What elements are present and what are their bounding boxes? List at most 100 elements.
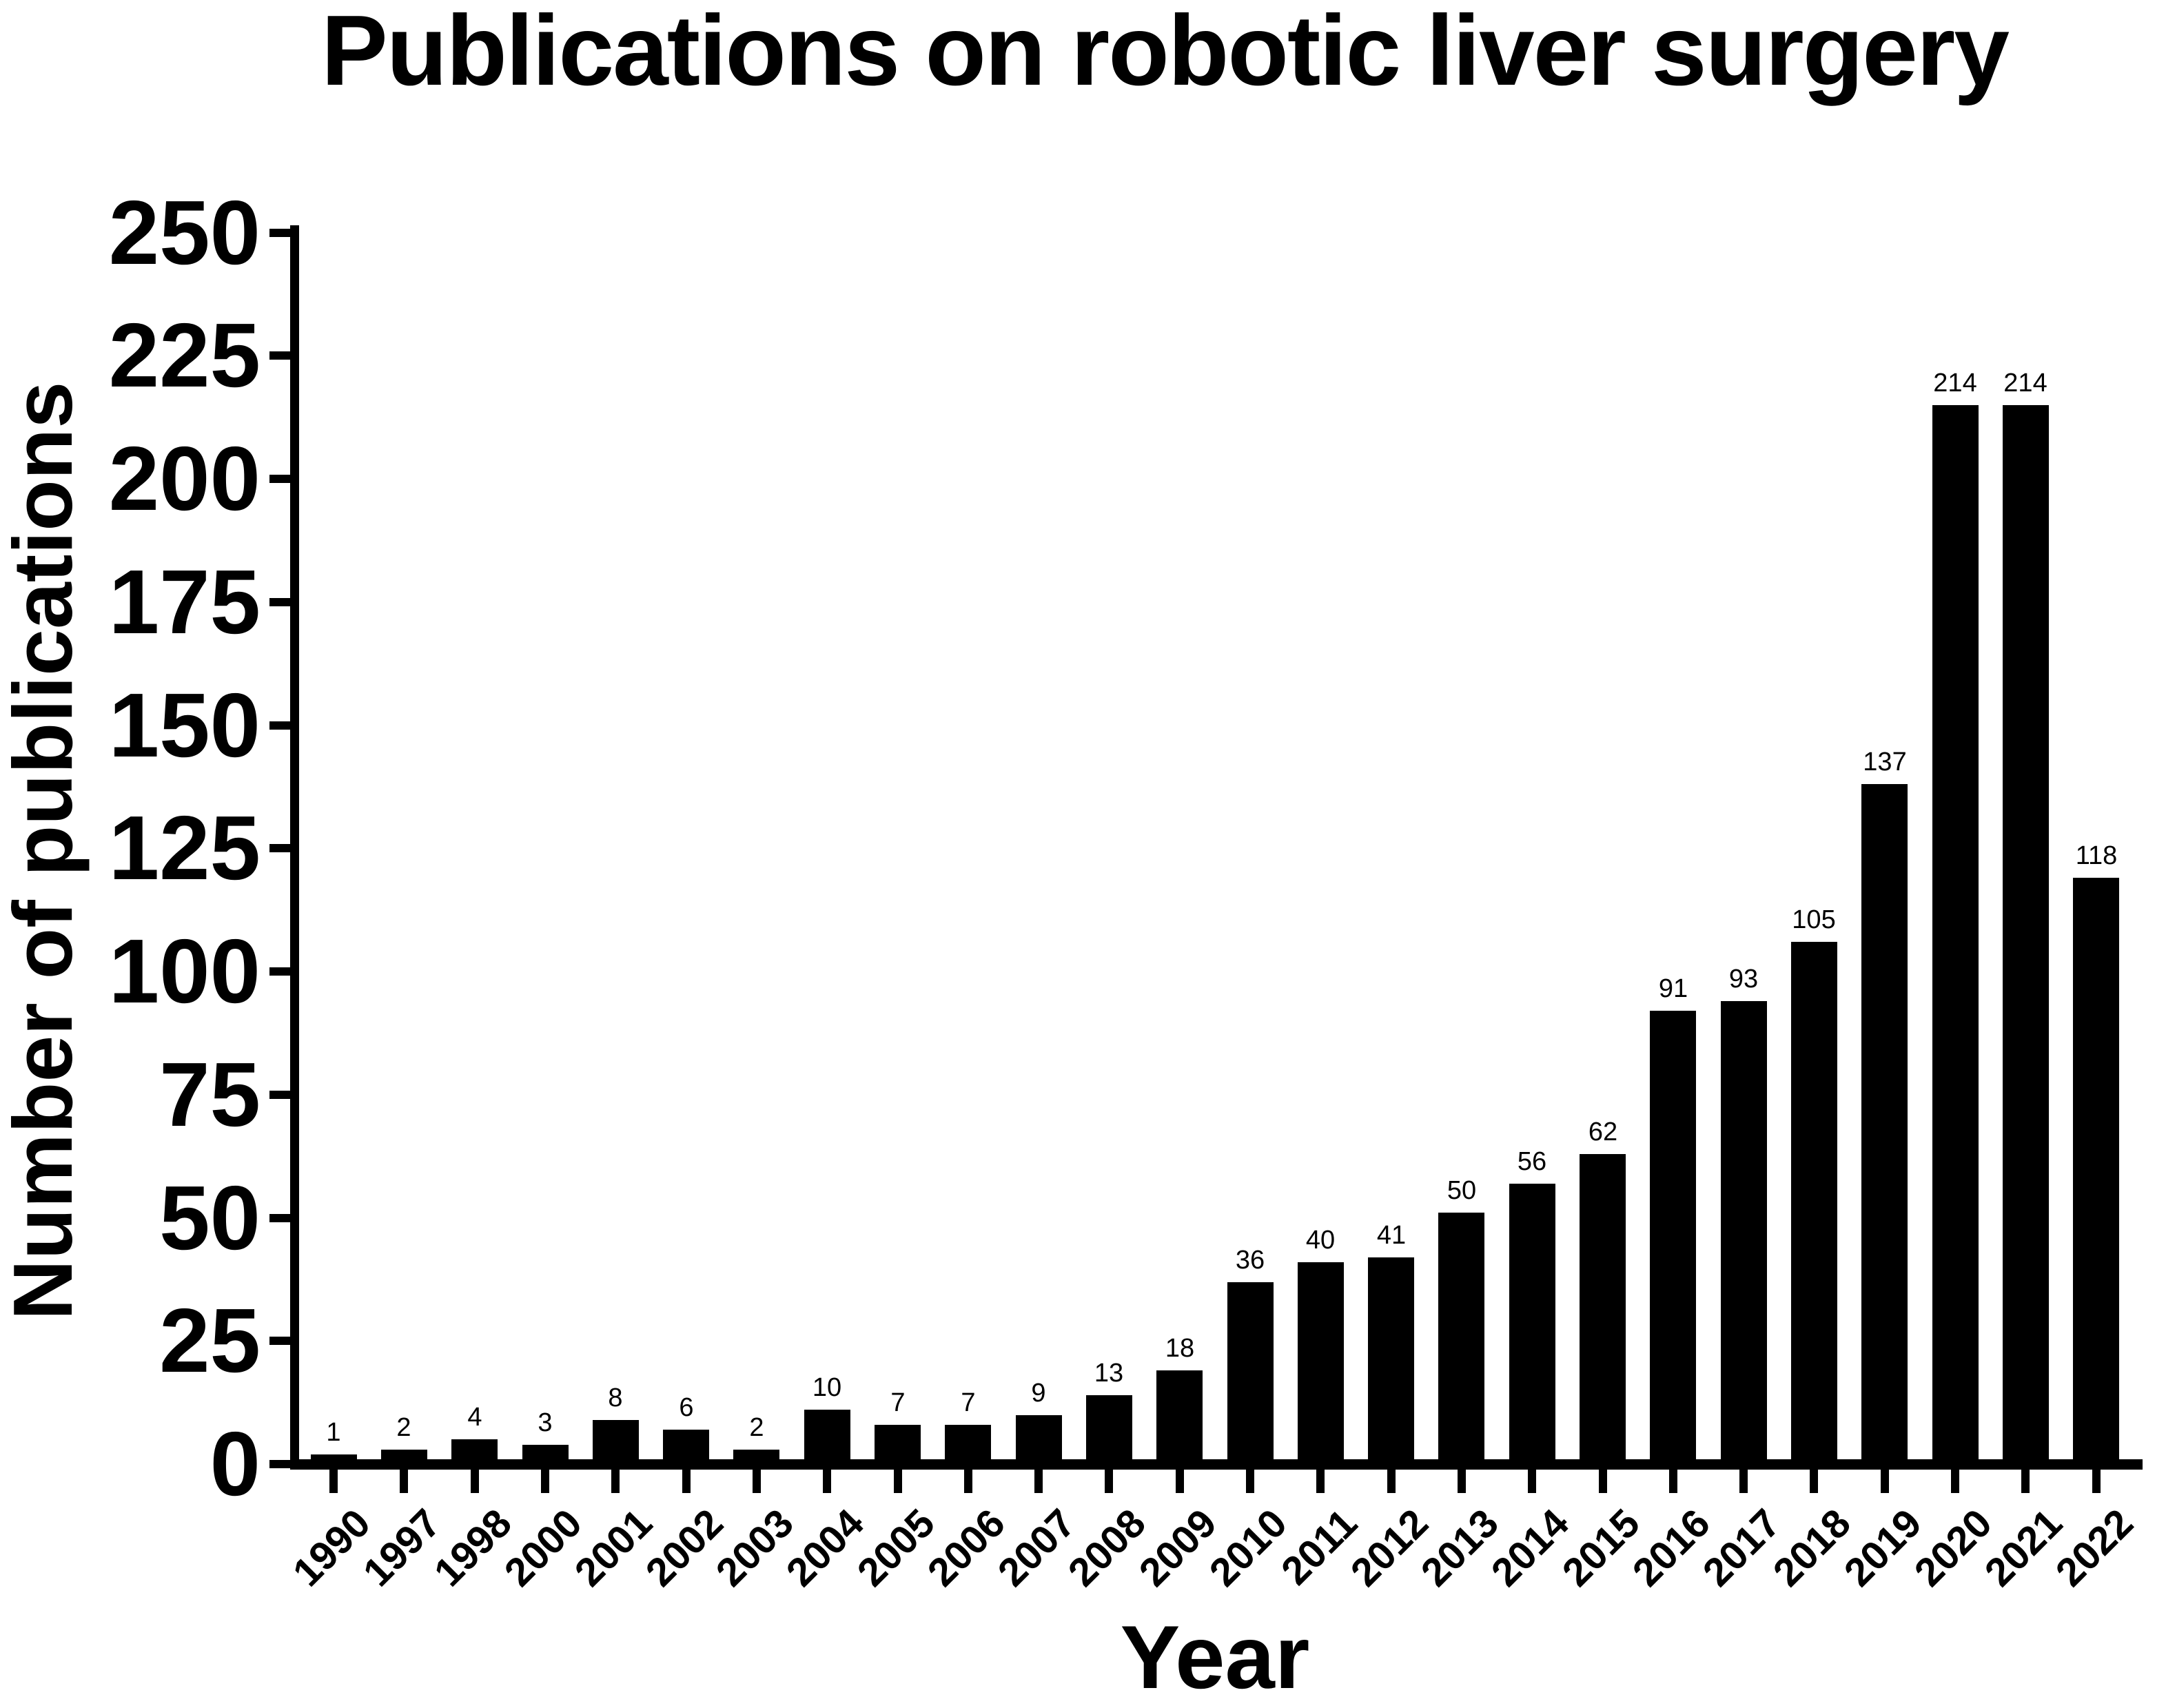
x-axis-tick (894, 1470, 902, 1493)
x-axis-tick-label: 2010 (1201, 1500, 1296, 1596)
y-axis-tick (269, 1213, 290, 1222)
x-axis-tick (400, 1470, 408, 1493)
y-axis-tick-label: 0 (210, 1413, 260, 1514)
x-axis-tick-label: 2006 (919, 1500, 1014, 1596)
y-axis-tick (269, 475, 290, 483)
bar (381, 1450, 427, 1459)
bar-value-label: 10 (812, 1373, 842, 1402)
bar (804, 1410, 850, 1459)
bar-value-label: 7 (961, 1388, 976, 1417)
y-axis-tick (269, 1460, 290, 1468)
y-axis-tick-label: 100 (108, 920, 260, 1022)
bar-value-label: 118 (2075, 841, 2118, 870)
bar (1086, 1395, 1132, 1459)
x-axis-tick (611, 1470, 620, 1493)
x-axis-tick (964, 1470, 972, 1493)
bar-value-label: 105 (1792, 905, 1836, 934)
bar (733, 1450, 779, 1459)
bar-value-label: 9 (1031, 1379, 1046, 1408)
bar (1791, 942, 1837, 1459)
bar (1580, 1154, 1626, 1459)
bar (1509, 1184, 1555, 1459)
bar-value-label: 137 (1863, 748, 1907, 776)
bar-value-label: 50 (1447, 1176, 1477, 1205)
x-axis-tick-label: 2003 (707, 1500, 802, 1596)
bar-value-label: 40 (1305, 1226, 1336, 1255)
bar-value-label: 3 (538, 1408, 553, 1437)
bar (945, 1425, 991, 1459)
bar (875, 1425, 921, 1459)
bar (1650, 1011, 1696, 1459)
y-axis-tick-label: 150 (108, 674, 260, 776)
bar-value-label: 7 (890, 1388, 906, 1417)
y-axis-tick-label: 200 (108, 428, 260, 529)
chart-title: Publications on robotic liver surgery (321, 0, 2010, 106)
bar (1932, 405, 1979, 1459)
x-axis-tick-label: 2007 (989, 1500, 1084, 1596)
bar (311, 1454, 357, 1459)
y-axis-tick (269, 228, 290, 237)
bar-value-label: 214 (2003, 369, 2047, 398)
x-axis-tick (1881, 1470, 1889, 1493)
x-axis-tick-label: 1990 (284, 1500, 379, 1596)
bar-value-label: 91 (1658, 974, 1688, 1003)
bar-value-label: 2 (396, 1413, 411, 1442)
x-axis-tick-label: 2020 (1906, 1500, 2001, 1596)
x-axis-tick (753, 1470, 761, 1493)
bar-value-label: 13 (1094, 1359, 1124, 1388)
x-axis-tick (1105, 1470, 1113, 1493)
y-axis-tick (269, 967, 290, 976)
x-axis-tick-label: 2017 (1694, 1500, 1789, 1596)
x-axis-tick-label: 2005 (848, 1500, 943, 1596)
y-axis-tick (269, 1337, 290, 1346)
x-axis-tick-label: 2001 (566, 1500, 661, 1596)
x-axis-tick-label: 2014 (1482, 1500, 1577, 1596)
bar (1721, 1001, 1767, 1459)
bar-value-label: 6 (679, 1393, 694, 1422)
y-axis-tick-label: 50 (159, 1166, 260, 1268)
y-axis-tick (269, 844, 290, 853)
bar (593, 1420, 639, 1459)
x-axis-tick-label: 2009 (1130, 1500, 1225, 1596)
x-axis-tick (1176, 1470, 1184, 1493)
x-axis-tick (1246, 1470, 1254, 1493)
x-axis-tick (471, 1470, 479, 1493)
bar-value-label: 62 (1588, 1118, 1618, 1146)
bar (1016, 1415, 1062, 1459)
x-axis-tick (1669, 1470, 1677, 1493)
bar (451, 1439, 498, 1459)
x-axis-tick (1810, 1470, 1818, 1493)
y-axis-tick-label: 25 (159, 1290, 260, 1392)
x-axis-tick-label: 2004 (777, 1500, 872, 1596)
y-axis-line (290, 225, 299, 1470)
bar-value-label: 41 (1376, 1221, 1407, 1250)
bar-value-label: 18 (1165, 1334, 1195, 1363)
bar (1227, 1282, 1274, 1459)
bar (2003, 405, 2049, 1459)
bar (522, 1445, 569, 1459)
x-axis-tick (1739, 1470, 1748, 1493)
bar (2073, 878, 2119, 1459)
y-axis-tick-label: 125 (108, 797, 260, 899)
x-axis-tick-label: 1998 (425, 1500, 520, 1596)
x-axis-tick-label: 2000 (495, 1500, 591, 1596)
x-axis-tick (329, 1470, 338, 1493)
x-axis-tick-label: 2015 (1553, 1500, 1648, 1596)
bar (1298, 1262, 1344, 1459)
bar-value-label: 93 (1728, 965, 1759, 994)
x-axis-tick (1528, 1470, 1536, 1493)
x-axis-tick (1599, 1470, 1607, 1493)
y-axis-tick (269, 351, 290, 360)
y-axis-tick-label: 75 (159, 1043, 260, 1145)
x-axis-tick-label: 2011 (1272, 1500, 1366, 1594)
bar-value-label: 2 (749, 1413, 764, 1442)
y-axis-tick-label: 225 (108, 305, 260, 407)
bar-value-label: 56 (1517, 1147, 1547, 1176)
x-axis-tick (541, 1470, 549, 1493)
x-axis-tick-label: 1997 (354, 1500, 449, 1596)
y-axis-tick (269, 597, 290, 606)
bar (663, 1430, 709, 1459)
x-axis-tick-label: 2016 (1624, 1500, 1719, 1596)
bar (1156, 1370, 1203, 1459)
